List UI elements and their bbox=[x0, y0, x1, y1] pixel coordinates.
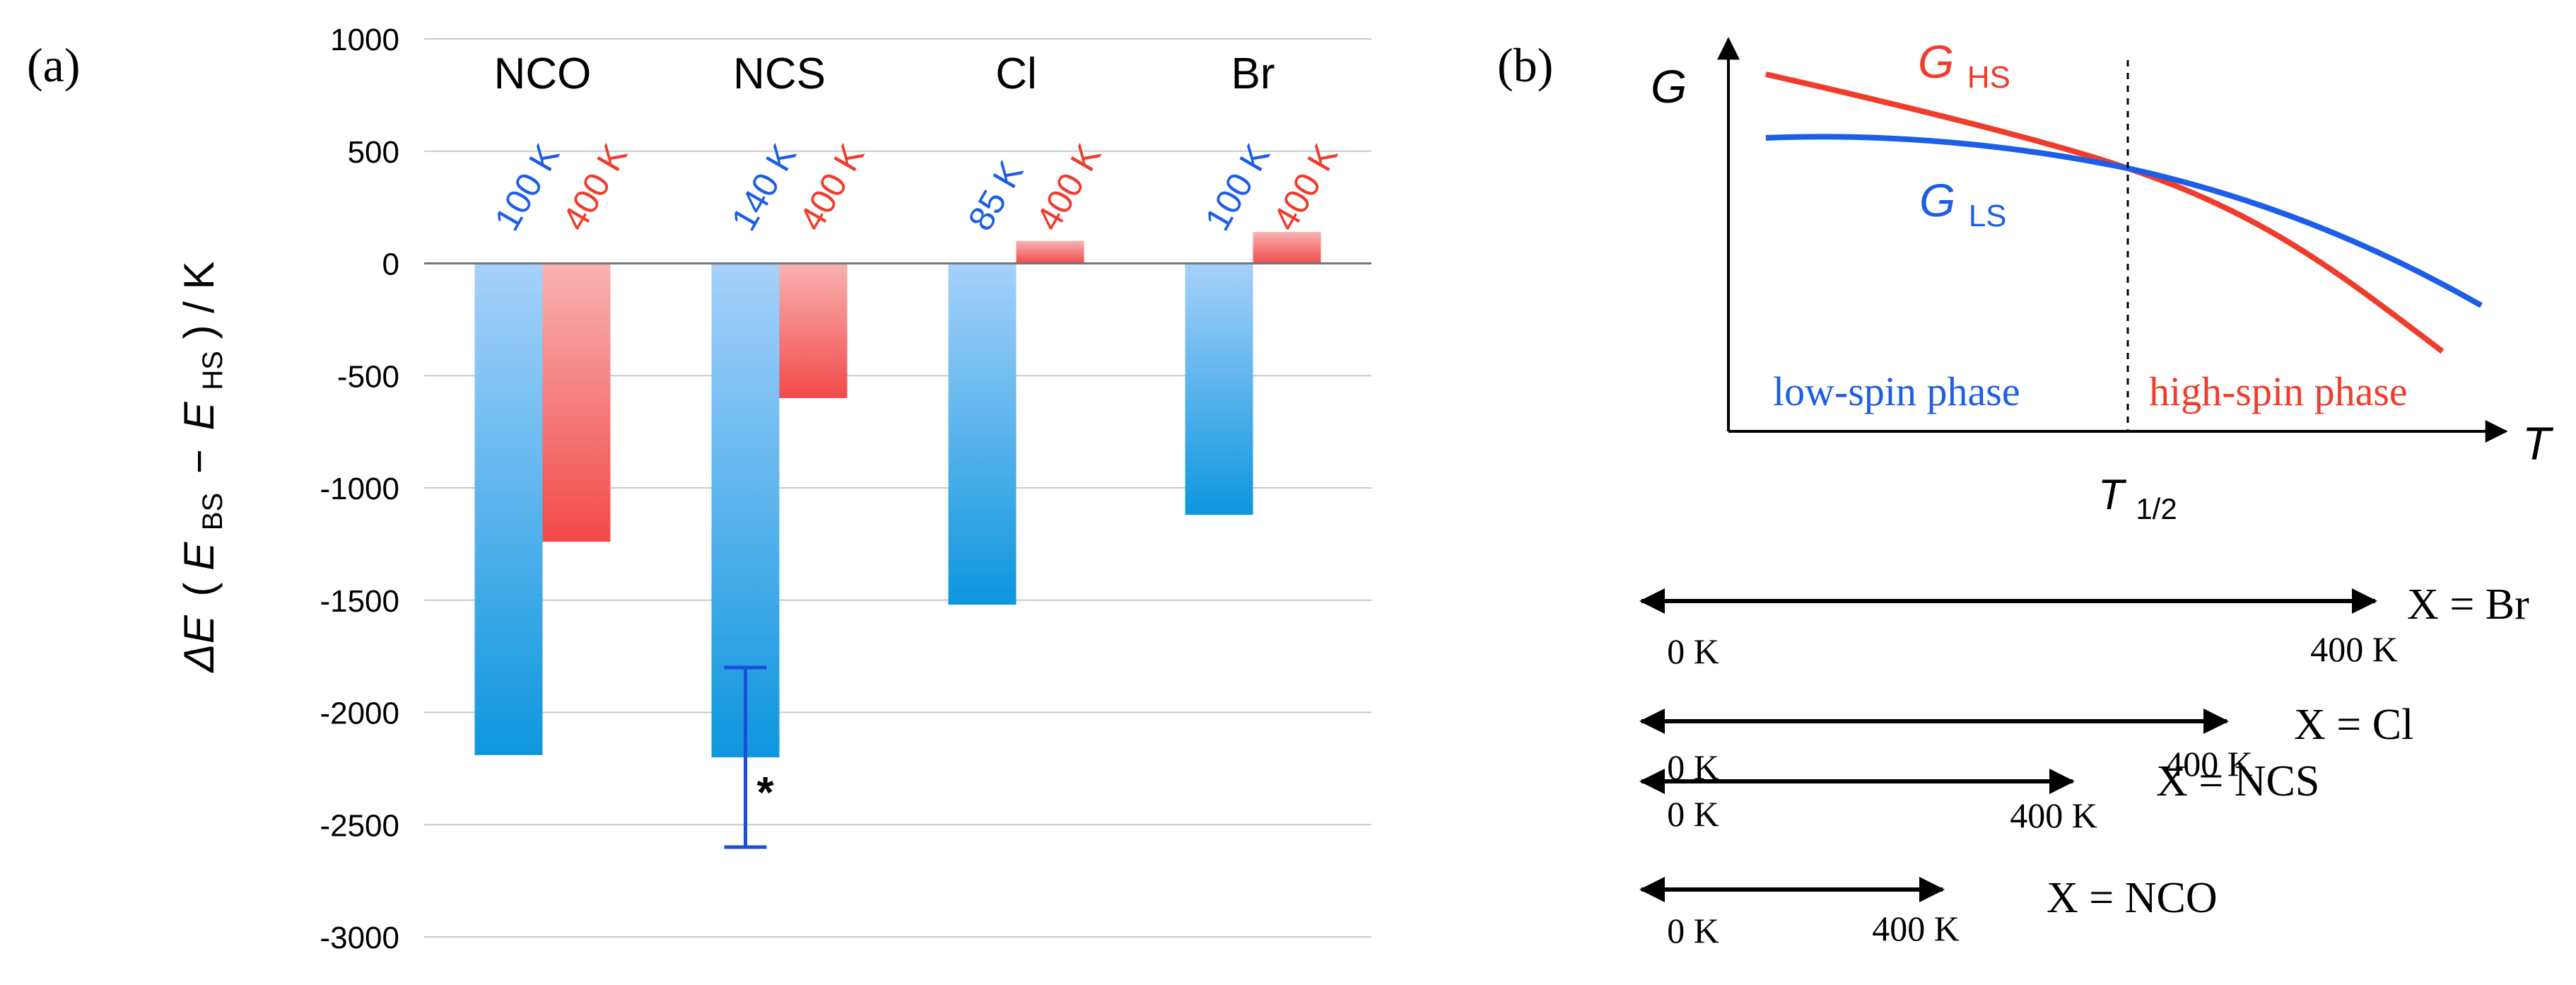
g-hs-curve bbox=[1765, 71, 2445, 354]
bar-chart: 1000 500 0 -500 -1000 -1500 -2000 -2500 -3000 NC… bbox=[175, 23, 1371, 955]
range-name-label: X = NCS bbox=[2156, 757, 2319, 805]
range-end-label: 400 K bbox=[1872, 909, 1960, 948]
ylabel-minus: − bbox=[175, 449, 223, 474]
y-tick-label: 1000 bbox=[330, 23, 399, 57]
bar-br-low bbox=[1185, 263, 1253, 515]
temperature-label: 400 K bbox=[1029, 137, 1109, 237]
g-ls-curve bbox=[1765, 134, 2483, 308]
category-label: Cl bbox=[995, 49, 1037, 98]
gibbs-energy-diagram: G T G HS G LS low-spin phase high-spin p… bbox=[1639, 35, 2554, 950]
y-tick-label: 500 bbox=[348, 135, 399, 170]
g-ls-sub: LS bbox=[1969, 199, 2007, 233]
bar-ncs-high bbox=[779, 263, 848, 398]
temperature-label: 400 K bbox=[1265, 137, 1346, 237]
bar-nco-low bbox=[474, 263, 543, 755]
g-axis-label: G bbox=[1651, 60, 1687, 112]
ylabel-e-hs: E bbox=[175, 401, 223, 430]
temperature-ranges: 0 K 400 KX = Br0 K 400 KX = Cl0 K 400 KX = … bbox=[1639, 581, 2529, 950]
panel-b-label: (b) bbox=[1497, 38, 1553, 92]
y-tick-label: -500 bbox=[337, 359, 399, 394]
range-start-label: 0 K bbox=[1667, 631, 1719, 671]
y-tick-label: -2000 bbox=[320, 697, 399, 731]
ylabel-delta: ΔE bbox=[175, 614, 223, 673]
ylabel-sub-hs: HS bbox=[197, 351, 228, 390]
high-spin-phase-label: high-spin phase bbox=[2149, 368, 2408, 414]
y-tick-labels: 1000 500 0 -500 -1000 -1500 -2000 -2500 -3000 bbox=[320, 23, 399, 955]
range-name-label: X = Cl bbox=[2294, 701, 2413, 749]
temperature-label: 140 K bbox=[724, 137, 804, 237]
range-end-label: 400 K bbox=[2010, 795, 2097, 835]
temperature-label: 100 K bbox=[1198, 137, 1278, 237]
y-axis-label: ΔE ( E BS − E HS ) / K bbox=[175, 261, 231, 673]
t-axis-label: T bbox=[2522, 417, 2554, 470]
t-half-label: T 1/2 bbox=[2098, 471, 2177, 525]
temperature-label: 400 K bbox=[555, 137, 636, 237]
range-name-label: X = NCO bbox=[2047, 874, 2218, 922]
range-end-label: 400 K bbox=[2310, 629, 2398, 669]
temperature-label: 85 K bbox=[961, 154, 1031, 237]
y-tick-label: -1000 bbox=[320, 472, 399, 506]
category-label: NCO bbox=[494, 49, 592, 98]
low-spin-phase-label: low-spin phase bbox=[1773, 368, 2020, 414]
range-name-label: X = Br bbox=[2407, 581, 2529, 629]
category-labels: NCO NCS Cl Br bbox=[494, 49, 1275, 98]
panel-a-label: (a) bbox=[27, 38, 80, 92]
g-hs-sub: HS bbox=[1967, 60, 2010, 95]
y-tick-label: -2500 bbox=[320, 808, 399, 843]
category-label: Br bbox=[1231, 49, 1275, 98]
range-end-label: 400 K bbox=[2165, 744, 2253, 783]
g-ls-main: G bbox=[1919, 174, 1955, 226]
category-label: NCS bbox=[733, 49, 826, 98]
y-tick-label: 0 bbox=[382, 247, 399, 282]
t-half-main: T bbox=[2098, 471, 2127, 518]
bar-cl-low bbox=[948, 263, 1017, 605]
ylabel-close: ) / K bbox=[175, 261, 223, 339]
ylabel-sub-bs: BS bbox=[197, 493, 228, 530]
error-bar-group: * bbox=[724, 665, 775, 849]
ylabel-e-bs: E bbox=[175, 542, 223, 571]
range-start-label: 0 K bbox=[1667, 911, 1719, 950]
y-tick-label: -3000 bbox=[320, 921, 399, 955]
temperature-label: 100 K bbox=[487, 137, 568, 237]
bar-br-high bbox=[1253, 232, 1321, 264]
g-hs-label: G HS bbox=[1918, 35, 2010, 95]
t-half-sub: 1/2 bbox=[2136, 492, 2177, 525]
bars bbox=[474, 232, 1321, 757]
temperature-label: 400 K bbox=[792, 137, 872, 237]
ylabel-open: ( bbox=[175, 583, 223, 597]
bar-cl-high bbox=[1016, 240, 1084, 264]
error-bar-marker: * bbox=[757, 769, 775, 817]
y-tick-label: -1500 bbox=[320, 584, 399, 619]
bar-nco-high bbox=[542, 263, 611, 542]
g-hs-main: G bbox=[1918, 35, 1954, 88]
range-start-label: 0 K bbox=[1667, 794, 1719, 834]
g-ls-label: G LS bbox=[1919, 174, 2007, 233]
